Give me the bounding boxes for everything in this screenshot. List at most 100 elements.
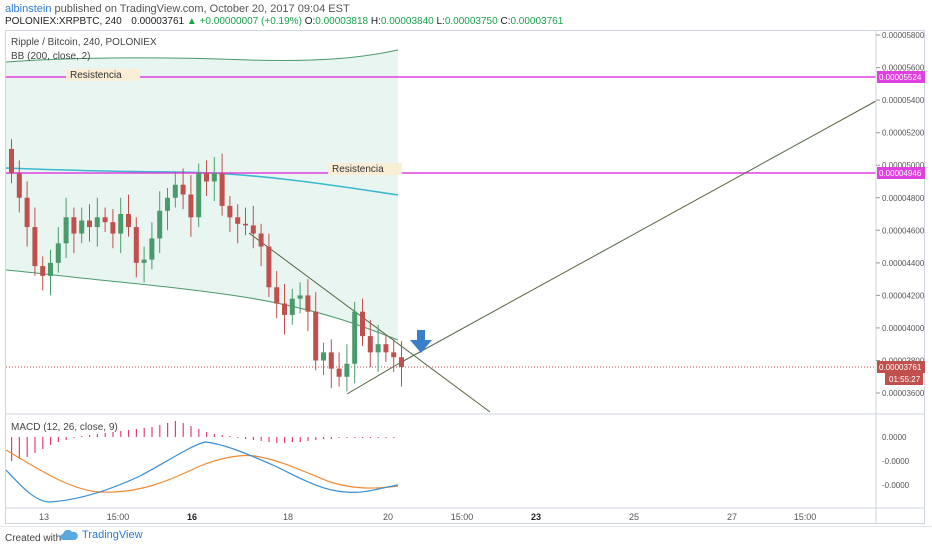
candle-body [266,246,272,288]
candle-body [32,227,38,267]
macd-bar [151,427,153,437]
candle-body [391,352,397,358]
macd-bar [112,432,114,437]
time-tick-label: 15:00 [794,512,817,522]
macd-bar [182,423,184,437]
candle-body [48,262,53,276]
candle-body [336,368,342,377]
candle-body [9,148,14,174]
candle-body [399,357,404,368]
candle-body [24,197,30,228]
level-badge-upper [877,71,925,83]
macd-bar [354,437,356,438]
time-tick-label: 15:00 [107,512,130,522]
bb-band-fill [6,50,398,340]
macd-bar [174,421,176,437]
candle-body [211,173,217,182]
annotation-resistencia-2: Resistencia [332,164,384,175]
candle-body [328,352,334,369]
macd-tick-label: -0.0000 [882,481,910,490]
time-tick-label: 20 [383,512,393,522]
price-tick-label: 0.00004400 [882,259,925,268]
tradingview-logo[interactable]: TradingView [60,529,143,541]
high-label: H: [370,16,381,27]
low-value: 0.00003750 [444,16,498,27]
down-arrow-icon [410,330,432,353]
candle-body [282,303,287,315]
macd-bar [65,437,67,440]
macd-bar [50,437,52,445]
candle-body [219,173,225,206]
macd-bar [315,437,317,440]
price-tick-label: 0.00004800 [882,194,925,203]
candle-body [204,173,209,182]
close-label: C: [500,16,511,27]
candle-body [94,217,100,228]
author-link[interactable]: albinstein [5,3,52,15]
candle-body [141,259,147,263]
level-label-upper: 0.00005524 [879,73,922,82]
macd-legend: MACD (12, 26, close, 9) [11,422,118,433]
candle-body [196,173,202,218]
macd-bar [346,437,348,438]
level-badge-lower [877,167,925,179]
publish-info: albinstein published on TradingView.com,… [5,3,350,15]
candle-body [360,311,365,337]
candle-body [321,352,326,361]
candle-body [165,197,170,211]
macd-bar [299,437,301,442]
last-price-badge [877,361,925,373]
annotation-bg-2 [328,163,402,175]
price-tick-label: 0.00003600 [882,389,925,398]
macd-bar [393,437,395,438]
macd-bar [198,429,200,437]
candle-body [157,210,163,239]
candle-body [172,184,178,198]
macd-bar [307,437,309,441]
bb-middle-line [5,167,399,196]
price-tick-label: 0.00005000 [882,161,925,170]
last-price: 0.00003761 [131,16,185,27]
trendline-descending [248,232,491,413]
candle-body [133,227,139,263]
candle-body [71,217,77,234]
candle-body [63,217,69,244]
close-value: 0.00003761 [510,16,564,27]
macd-bar [330,437,332,439]
candle-body [126,214,131,228]
candle-body [258,233,264,247]
bb-legend: BB (200, close, 2) [11,51,91,62]
candle-body [352,311,358,364]
macd-axis: 0.0000 -0.0000 -0.0000 [882,433,910,490]
macd-bar [338,437,340,438]
candle-body [118,214,124,234]
candle-body [250,225,256,234]
bb-lower-line [5,269,399,341]
macd-bar [252,437,254,440]
macd-bar [284,437,286,443]
macd-tick-label: -0.0000 [882,457,910,466]
candle-body [87,220,92,228]
candle-body [55,243,61,263]
macd-bar [362,437,364,438]
macd-bar [89,435,91,437]
candle-body [289,298,295,315]
macd-bar [81,436,83,437]
macd-bar [190,426,192,437]
macd-bar [96,434,98,437]
price-tick-label: 0.00005600 [882,64,925,73]
candle-body [188,194,194,218]
macd-bar [120,431,122,437]
price-axis: 0.00005800 0.00005600 0.00005400 0.00005200… [876,31,925,398]
cloud-icon [60,529,78,540]
last-price-label: 0.00003761 [879,363,922,372]
candle-body [227,205,233,218]
macd-bar [143,428,145,437]
macd-bar [26,437,28,457]
candle-body [110,222,116,234]
price-tick-label: 0.00004600 [882,226,925,235]
time-tick-label: 16 [187,512,197,522]
candle-body [102,217,108,223]
candle-body [297,295,303,299]
